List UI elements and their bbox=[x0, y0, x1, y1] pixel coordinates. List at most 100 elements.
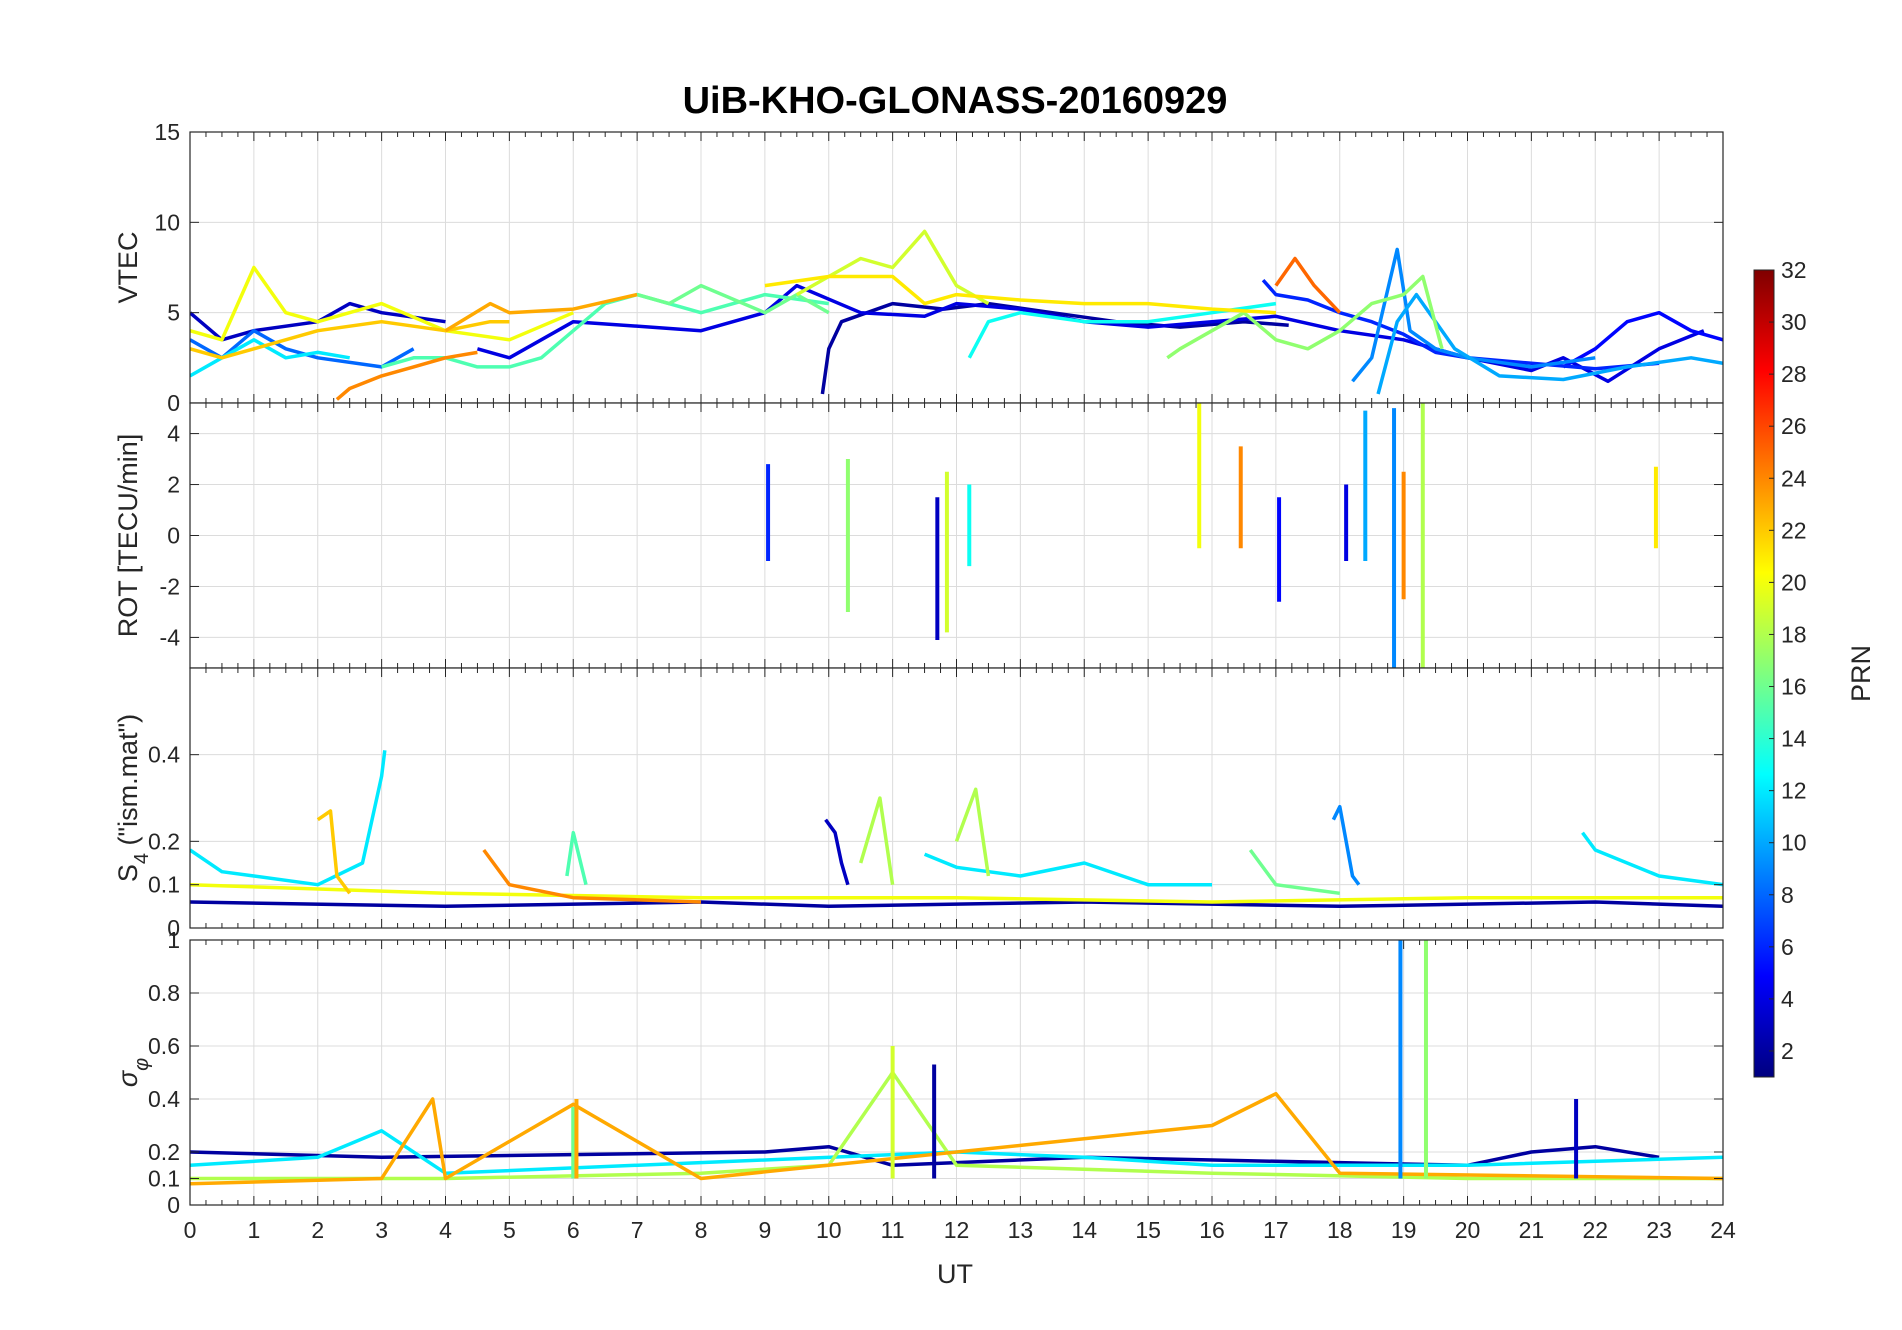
vtec-series-prn-23 bbox=[444, 292, 638, 333]
colorbar-tick-label: 16 bbox=[1781, 674, 1807, 700]
x-tick-label: 2 bbox=[311, 1217, 324, 1243]
x-tick-label: 17 bbox=[1263, 1217, 1289, 1243]
vtec-ytick-label: 15 bbox=[154, 119, 180, 145]
vtec-data bbox=[190, 229, 1723, 401]
s4-series-prn-16 bbox=[1248, 848, 1341, 896]
x-tick-label: 15 bbox=[1135, 1217, 1161, 1243]
s4-series-prn-12 bbox=[1581, 831, 1723, 887]
colorbar-tick-label: 24 bbox=[1781, 465, 1807, 491]
s4-series-prn-24 bbox=[482, 848, 702, 904]
x-tick-label: 3 bbox=[375, 1217, 388, 1243]
rot-y-axis-label: ROT [TECU/min] bbox=[113, 434, 143, 638]
sigma-ytick-label: 0.4 bbox=[148, 1086, 180, 1112]
sigma-ytick-label: 1 bbox=[167, 927, 180, 953]
x-tick-label: 16 bbox=[1199, 1217, 1225, 1243]
chart-title: UiB-KHO-GLONASS-20160929 bbox=[683, 80, 1228, 122]
sigma-ytick-label: 0.2 bbox=[148, 1139, 180, 1165]
colorbar-tick-label: 10 bbox=[1781, 830, 1807, 856]
x-tick-label: 13 bbox=[1008, 1217, 1034, 1243]
s4-series-prn-22 bbox=[316, 809, 352, 895]
s4-y-axis-label-suffix: ("ism.mat") bbox=[113, 714, 143, 853]
vtec-series-prn-5 bbox=[1562, 310, 1723, 369]
sigma-y-axis-label: σφ bbox=[113, 1058, 153, 1087]
colorbar-ramp bbox=[1753, 269, 1775, 1078]
s4-ytick-label: 0.1 bbox=[148, 872, 180, 898]
rot-ytick-label: 2 bbox=[167, 472, 180, 498]
vtec-ytick-label: 10 bbox=[154, 209, 180, 235]
vtec-series-prn-16 bbox=[636, 283, 830, 315]
vtec-series-prn-13 bbox=[967, 301, 1277, 359]
colorbar-tick-label: 30 bbox=[1781, 309, 1807, 335]
x-tick-label: 8 bbox=[695, 1217, 708, 1243]
sigma-ytick-label: 0 bbox=[167, 1192, 180, 1218]
vtec-series-prn-10 bbox=[1376, 292, 1723, 395]
colorbar-tick-label: 26 bbox=[1781, 413, 1807, 439]
rot-ytick-label: -2 bbox=[160, 573, 180, 599]
x-tick-label: 11 bbox=[881, 1217, 905, 1243]
vtec-series-prn-9 bbox=[1351, 247, 1596, 383]
s4-ytick-label: 0.2 bbox=[148, 828, 180, 854]
colorbar-tick-label: 32 bbox=[1781, 257, 1807, 283]
x-tick-label: 14 bbox=[1071, 1217, 1097, 1243]
x-tick-label: 24 bbox=[1710, 1217, 1736, 1243]
x-tick-label: 12 bbox=[944, 1217, 970, 1243]
colorbar-tick-label: 4 bbox=[1781, 986, 1794, 1012]
x-tick-label: 23 bbox=[1646, 1217, 1672, 1243]
x-tick-label: 18 bbox=[1327, 1217, 1353, 1243]
vtec-ytick-label: 0 bbox=[167, 390, 180, 416]
x-tick-label: 22 bbox=[1582, 1217, 1608, 1243]
sigma-ytick-label: 0.1 bbox=[148, 1166, 180, 1192]
rot-data bbox=[766, 403, 1658, 668]
s4-y-axis-label-sub: 4 bbox=[131, 853, 153, 864]
colorbar-label: PRN bbox=[1846, 645, 1876, 702]
sigma-y-axis-label-sub: φ bbox=[131, 1058, 153, 1071]
colorbar-tick-label: 28 bbox=[1781, 361, 1807, 387]
x-tick-label: 5 bbox=[503, 1217, 516, 1243]
s4-series-prn-18 bbox=[954, 787, 991, 877]
colorbar-tick-label: 22 bbox=[1781, 517, 1807, 543]
s4-series-prn-20 bbox=[190, 882, 1723, 904]
s4-series-prn-12 bbox=[923, 852, 1212, 887]
x-tick-label: 9 bbox=[758, 1217, 771, 1243]
vtec-series-prn-17 bbox=[1166, 274, 1444, 360]
vtec-series-prn-20 bbox=[190, 265, 574, 342]
s4-y-axis-label-main: S bbox=[113, 864, 143, 882]
x-tick-label: 4 bbox=[439, 1217, 452, 1243]
s4-series-prn-18 bbox=[859, 796, 895, 885]
colorbar-tick-label: 6 bbox=[1781, 934, 1794, 960]
colorbar-tick-label: 20 bbox=[1781, 569, 1807, 595]
s4-series-prn-9 bbox=[1331, 804, 1361, 886]
vtec-series-prn-22 bbox=[190, 319, 510, 360]
sigma-ytick-label: 0.6 bbox=[148, 1033, 180, 1059]
rot-ytick-label: 0 bbox=[167, 523, 180, 549]
vtec-ytick-label: 5 bbox=[167, 300, 180, 326]
vtec-y-axis-label: VTEC bbox=[113, 231, 143, 303]
vtec-series-prn-21 bbox=[764, 274, 1276, 315]
panel-s4: 00.10.20.4S4 ("ism.mat") bbox=[113, 667, 1724, 941]
x-tick-label: 1 bbox=[247, 1217, 260, 1243]
vtec-series-prn-12 bbox=[190, 338, 350, 378]
sigma-data bbox=[190, 940, 1723, 1186]
s4-series-prn-2 bbox=[190, 900, 1723, 909]
s4-y-axis-label: S4 ("ism.mat") bbox=[113, 714, 153, 882]
vtec-series-prn-25 bbox=[1274, 256, 1342, 314]
sigma-series-prn-23 bbox=[190, 1091, 1723, 1186]
s4-ytick-label: 0.4 bbox=[148, 742, 180, 768]
x-tick-label: 7 bbox=[631, 1217, 644, 1243]
s4-ytick-label: 0 bbox=[167, 915, 180, 941]
colorbar-tick-label: 8 bbox=[1781, 882, 1794, 908]
x-tick-label: 6 bbox=[567, 1217, 580, 1243]
x-tick-label: 19 bbox=[1391, 1217, 1417, 1243]
x-axis-label: UT bbox=[937, 1259, 973, 1289]
x-tick-label: 21 bbox=[1519, 1217, 1545, 1243]
x-tick-label: 0 bbox=[184, 1217, 197, 1243]
colorbar-tick-label: 12 bbox=[1781, 778, 1807, 804]
s4-data bbox=[190, 750, 1723, 909]
s4-series-prn-15 bbox=[565, 830, 588, 886]
x-tick-label: 10 bbox=[816, 1217, 842, 1243]
s4-series-prn-12 bbox=[190, 750, 387, 887]
vtec-series-prn-24 bbox=[335, 350, 478, 401]
